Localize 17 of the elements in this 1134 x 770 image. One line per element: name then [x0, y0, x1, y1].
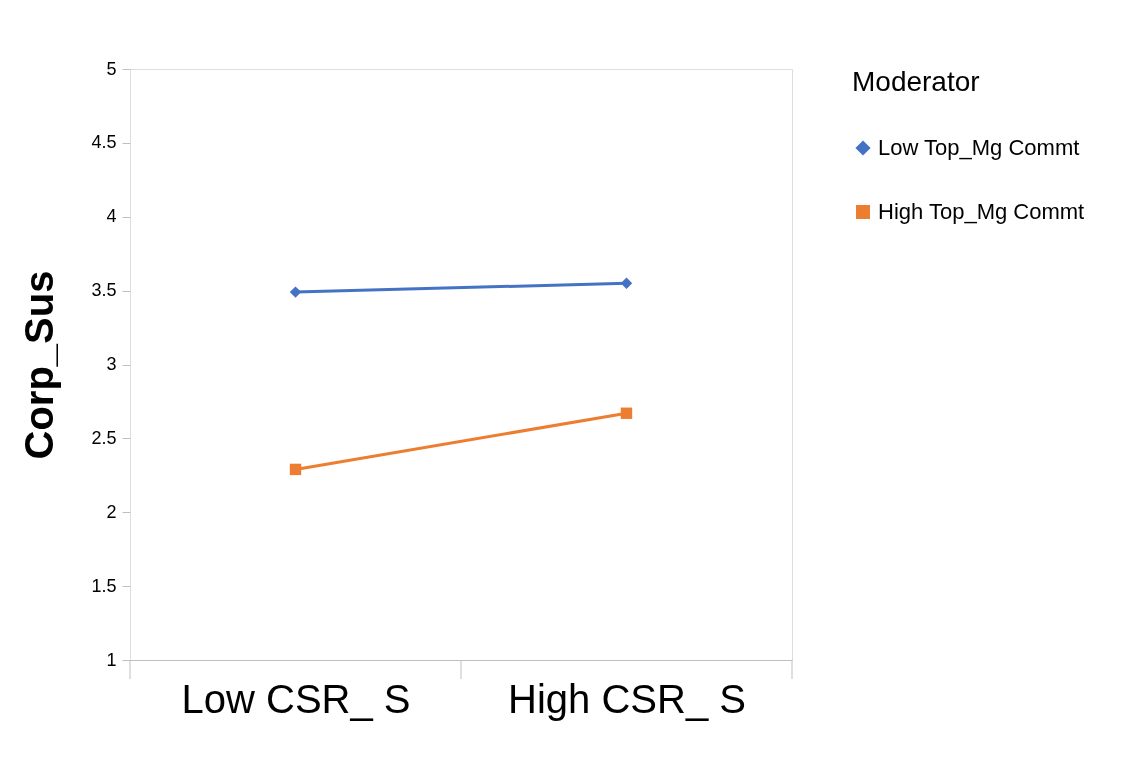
legend-label: High Top_Mg Commt [878, 199, 1085, 224]
y-tick-label: 3.5 [91, 280, 117, 301]
y-tick-label: 4 [106, 206, 117, 227]
legend-title: Moderator [852, 66, 980, 97]
x-tick-label: High CSR_ S [508, 676, 746, 721]
y-tick-label: 1 [106, 649, 117, 670]
y-tick-label: 1.5 [91, 575, 117, 596]
x-tick-label: Low CSR_ S [181, 676, 411, 721]
y-tick-label: 5 [106, 58, 117, 79]
y-tick-label: 2.5 [91, 427, 117, 448]
y-tick-label: 3 [106, 354, 117, 374]
y-tick-label: 2 [106, 501, 117, 522]
legend-label: Low Top_Mg Commt [878, 135, 1080, 160]
y-axis-title: Corp_Sus [17, 270, 62, 460]
y-tick-label: 4.5 [91, 132, 117, 153]
point [289, 463, 302, 476]
point [620, 407, 633, 419]
